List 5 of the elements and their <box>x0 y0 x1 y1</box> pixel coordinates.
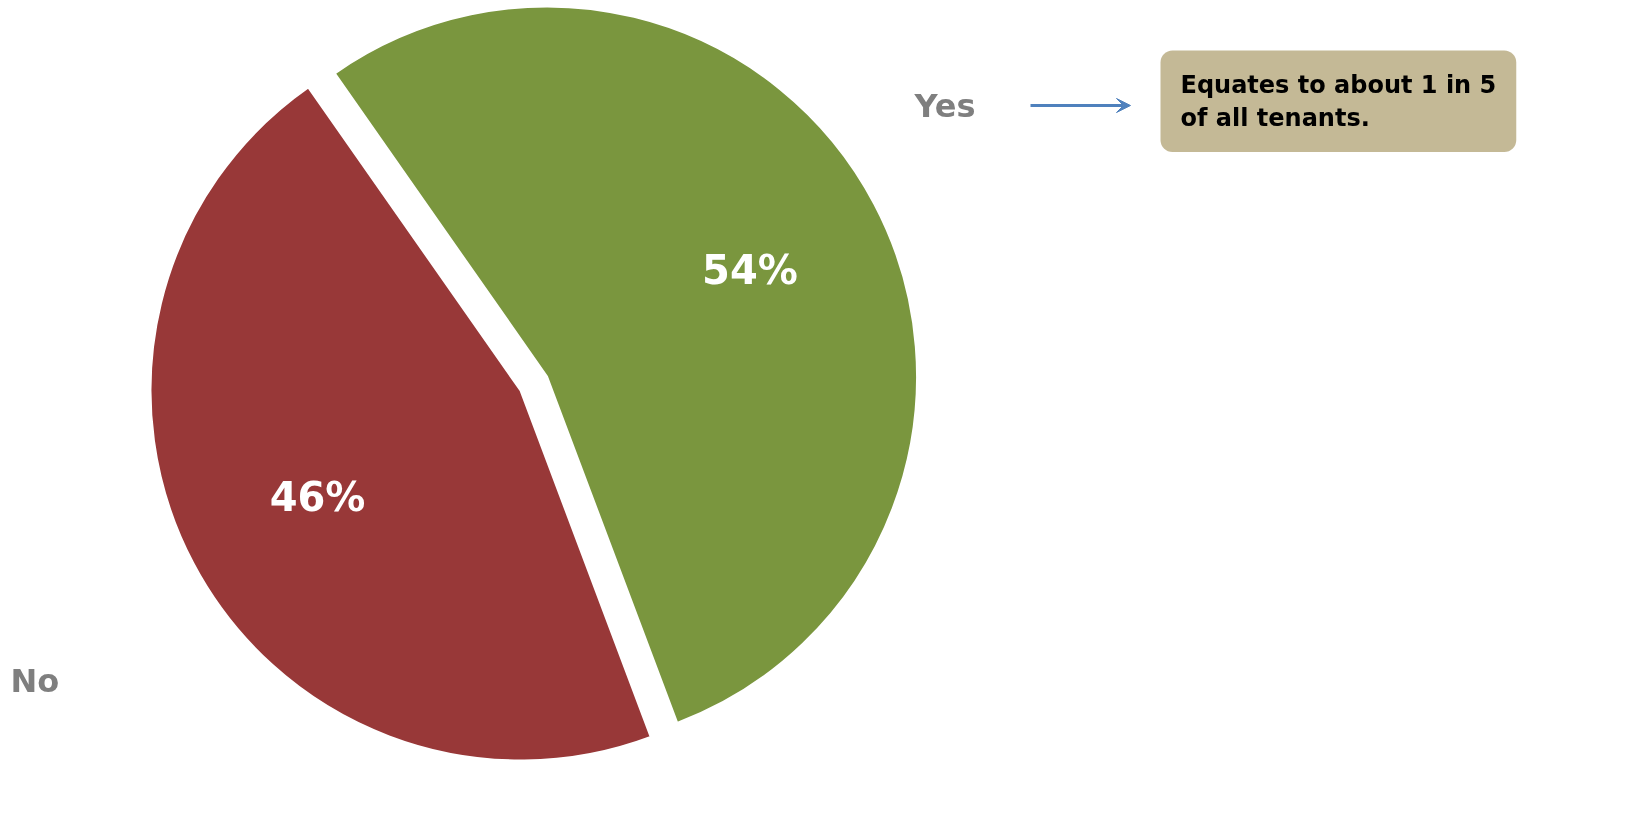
text: Equates to about 1 in 5 of all tenants. <box>1180 70 1497 133</box>
slice-label: No <box>10 661 60 700</box>
data-label: 46% <box>269 474 366 521</box>
slice-label: Yes <box>913 86 976 125</box>
data-label: 54% <box>702 246 798 293</box>
